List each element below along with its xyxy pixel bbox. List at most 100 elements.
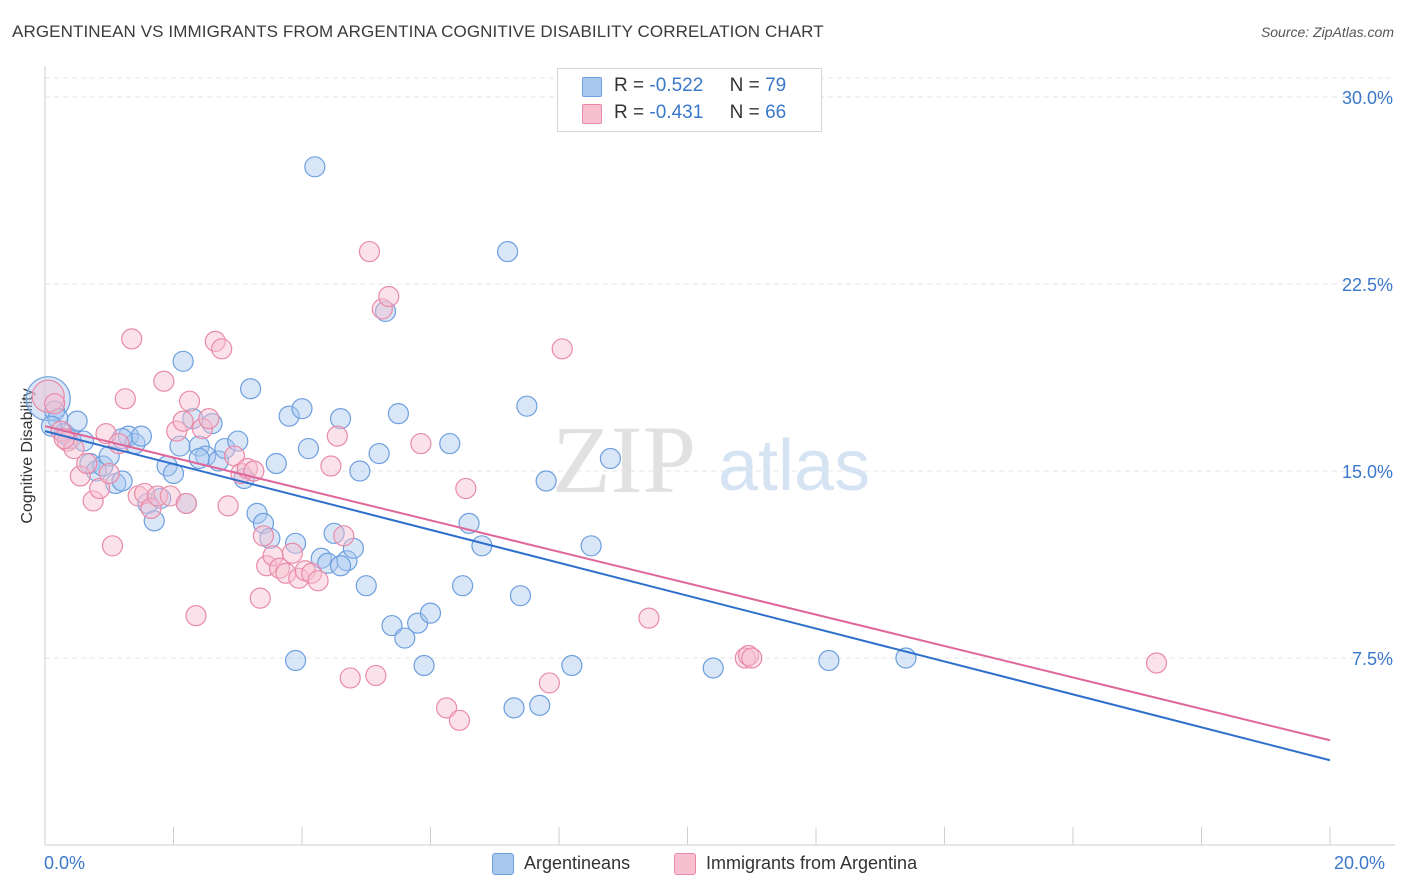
series-argentineans xyxy=(25,156,917,719)
data-point xyxy=(365,664,387,687)
data-point xyxy=(121,328,143,350)
data-point xyxy=(89,477,111,500)
y-tick-labels: 7.5% 15.0% 22.5% 30.0% xyxy=(1342,88,1393,669)
watermark: ZIP atlas xyxy=(552,406,870,513)
watermark-atlas: atlas xyxy=(718,426,870,506)
data-point xyxy=(146,485,169,507)
data-point xyxy=(172,350,194,372)
data-point xyxy=(599,447,622,470)
data-point xyxy=(638,607,660,629)
data-point xyxy=(580,535,602,557)
data-point xyxy=(497,240,519,263)
data-point xyxy=(284,649,307,672)
y-tick-label: 22.5% xyxy=(1342,275,1393,295)
legend-r-label: R = xyxy=(614,102,645,123)
legend-label: Immigrants from Argentina xyxy=(706,853,918,873)
y-tick-label: 7.5% xyxy=(1352,649,1393,669)
watermark-zip: ZIP xyxy=(552,406,696,513)
data-point xyxy=(435,697,458,719)
data-point xyxy=(509,585,532,607)
legend-swatch-blue xyxy=(582,77,602,97)
legend-n-label: N = xyxy=(729,102,760,123)
data-point xyxy=(381,614,403,637)
data-point xyxy=(538,672,560,694)
legend-n-value: 66 xyxy=(765,102,787,123)
grid-lines xyxy=(45,77,1395,659)
data-point xyxy=(551,338,573,360)
legend-swatch-blue xyxy=(492,853,514,875)
data-point xyxy=(278,405,300,427)
data-point xyxy=(355,575,377,597)
data-point xyxy=(211,338,233,360)
data-point xyxy=(561,654,583,677)
data-point xyxy=(419,602,442,624)
data-point xyxy=(140,497,162,519)
data-point xyxy=(516,395,538,417)
data-point xyxy=(349,460,371,482)
data-point xyxy=(82,490,104,512)
data-point xyxy=(329,555,352,577)
data-point xyxy=(143,510,165,532)
data-point xyxy=(371,298,393,320)
data-point xyxy=(734,647,756,669)
source-label: Source: ZipAtlas.com xyxy=(1260,24,1394,40)
data-point xyxy=(410,432,432,455)
data-point xyxy=(339,667,361,689)
data-point xyxy=(172,410,194,432)
legend-r-value: -0.522 xyxy=(649,75,704,96)
data-point xyxy=(358,240,381,263)
trend-line-argentineans xyxy=(44,430,1331,762)
data-point xyxy=(249,587,271,609)
data-point xyxy=(368,442,390,465)
y-tick-label: 15.0% xyxy=(1342,462,1393,482)
trend-lines xyxy=(44,425,1331,762)
data-point xyxy=(439,432,461,455)
data-point xyxy=(98,462,120,485)
data-point xyxy=(76,452,98,475)
data-point xyxy=(114,388,136,410)
data-point xyxy=(741,647,763,669)
legend-swatch-pink xyxy=(674,853,696,875)
data-point xyxy=(198,408,220,430)
legend-n-value: 79 xyxy=(765,75,787,96)
chart-title: ARGENTINEAN VS IMMIGRANTS FROM ARGENTINA… xyxy=(12,22,824,41)
legend-label: Argentineans xyxy=(524,853,631,873)
data-point xyxy=(702,657,724,679)
x-tick-label-min: 0.0% xyxy=(44,853,86,873)
data-point xyxy=(387,403,409,425)
legend-r-value: -0.431 xyxy=(649,102,704,123)
legend-swatch-pink xyxy=(582,104,602,124)
axes xyxy=(44,66,1395,846)
data-point xyxy=(304,156,326,178)
data-point xyxy=(175,492,197,515)
data-point xyxy=(737,644,760,667)
data-point xyxy=(320,455,342,477)
data-point xyxy=(291,398,313,420)
data-point xyxy=(394,627,416,649)
data-point xyxy=(217,495,239,517)
data-point xyxy=(329,408,352,430)
data-point xyxy=(326,425,348,447)
data-point xyxy=(455,477,477,500)
legend-r-label: R = xyxy=(614,75,645,96)
data-point xyxy=(178,390,201,412)
data-point xyxy=(297,437,320,460)
data-point xyxy=(448,709,471,731)
data-point xyxy=(240,378,262,400)
data-point xyxy=(185,605,207,627)
data-point xyxy=(130,425,152,447)
data-point xyxy=(378,285,400,308)
data-point xyxy=(101,535,124,557)
data-point xyxy=(265,452,287,475)
data-point xyxy=(529,694,551,716)
data-point xyxy=(333,525,355,547)
data-point xyxy=(452,575,474,597)
y-tick-label: 30.0% xyxy=(1342,88,1393,108)
data-point xyxy=(66,410,88,432)
data-point xyxy=(111,470,133,492)
data-point xyxy=(413,654,435,677)
x-tick-label-max: 20.0% xyxy=(1334,853,1386,873)
data-point xyxy=(503,697,525,719)
data-point xyxy=(818,649,840,672)
data-point xyxy=(307,570,329,592)
